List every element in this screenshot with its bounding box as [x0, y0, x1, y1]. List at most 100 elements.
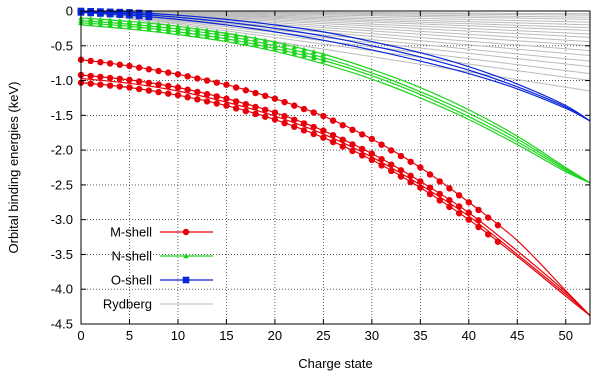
n-shell-line: [80, 17, 591, 184]
y-tick-label: -1.5: [51, 108, 73, 123]
m-shell-point: [232, 98, 240, 105]
m-shell-point: [358, 145, 366, 153]
n-shell-point: [310, 55, 317, 61]
y-axis-title: Orbital binding energies (keV): [6, 82, 21, 254]
m-shell-point: [116, 61, 123, 68]
n-shell-point: [155, 26, 162, 32]
n-shell-point: [262, 37, 269, 43]
m-shell-point: [213, 100, 220, 107]
m-shell-point: [417, 164, 424, 171]
x-tick-label: 10: [171, 328, 185, 343]
x-tick-label: 25: [316, 328, 330, 343]
y-tick-label: -4.0: [51, 282, 73, 297]
m-shell-point: [271, 95, 279, 102]
legend-label-m-shell: M-shell: [110, 225, 152, 240]
m-shell-point: [106, 60, 114, 67]
n-shell-point: [116, 22, 123, 28]
n-shell-point: [165, 25, 172, 31]
y-tick-label: -1.0: [51, 73, 73, 88]
n-shell-line: [80, 22, 591, 184]
n-shell-point: [126, 18, 133, 24]
n-shell-point: [291, 47, 298, 53]
m-shell-point: [339, 136, 346, 144]
m-shell-point: [155, 67, 162, 75]
n-shell-point: [233, 37, 239, 44]
m-shell-point: [320, 134, 327, 141]
m-shell-point: [106, 74, 114, 82]
m-shell-point: [494, 238, 502, 245]
m-shell-point: [349, 147, 356, 155]
m-shell-point: [446, 203, 453, 211]
m-shell-point: [426, 190, 434, 198]
m-shell-point: [310, 123, 317, 131]
rydberg-lines: [80, 10, 591, 92]
m-shell-point: [378, 155, 385, 163]
x-tick-label: 30: [365, 328, 379, 343]
m-shell-point: [320, 112, 327, 120]
m-shell-point: [378, 162, 385, 169]
y-tick-label: 0: [66, 4, 73, 19]
m-shell-point: [223, 102, 230, 109]
m-shell-point: [349, 126, 356, 134]
m-shell-point: [184, 73, 191, 80]
m-shell-point: [475, 206, 482, 214]
m-shell-point: [116, 75, 123, 83]
m-shell-point: [339, 122, 346, 129]
m-shell-point: [213, 93, 220, 100]
m-shell-point: [116, 83, 123, 90]
m-shell-point: [329, 117, 337, 124]
n-shell-point: [301, 50, 307, 56]
m-shell-point: [145, 66, 153, 73]
o-shell-point: [97, 10, 104, 17]
m-shell-point: [252, 110, 259, 118]
y-tick-label: -0.5: [51, 38, 73, 53]
n-shell-point: [204, 33, 210, 39]
m-shell-point: [203, 90, 211, 98]
m-shell-point: [135, 64, 143, 71]
n-shell-point: [301, 46, 307, 52]
m-shell-point: [262, 113, 269, 120]
m-shell-point: [97, 81, 104, 88]
n-shell-point: [281, 45, 288, 51]
tick-marks: [80, 10, 590, 325]
m-shell-point: [242, 101, 250, 108]
m-shell-point: [465, 216, 473, 223]
m-shell-point: [368, 156, 376, 164]
n-shell-line: [80, 24, 591, 184]
m-shell-point: [184, 86, 191, 93]
m-shell-point: [271, 109, 279, 116]
m-shell-point: [262, 92, 269, 100]
m-shell-point: [97, 58, 104, 66]
y-tick-label: -2.0: [51, 143, 73, 158]
n-shell-point: [223, 33, 230, 39]
m-shell-point: [358, 131, 366, 138]
m-shell-point: [310, 109, 317, 116]
m-shell-point: [223, 81, 230, 88]
m-shell-point: [397, 167, 405, 174]
o-shell-point: [87, 9, 94, 17]
o-shell-point: [145, 13, 153, 21]
m-shell-point: [397, 152, 405, 160]
m-shell-point: [155, 81, 162, 88]
m-shell-point: [106, 82, 114, 89]
n-shell-point: [223, 30, 230, 36]
m-shell-point: [203, 77, 211, 84]
n-shell-point: [301, 52, 307, 58]
n-shell-point: [97, 21, 104, 27]
n-shell-point: [194, 26, 201, 32]
m-shell-line: [80, 77, 591, 317]
n-shell-point: [87, 20, 94, 26]
m-shell-point: [126, 76, 133, 84]
n-shell-point: [194, 29, 201, 35]
m-shell-point: [232, 105, 240, 112]
series-markers: [77, 7, 502, 245]
m-shell-point: [310, 130, 317, 138]
n-shell-point: [97, 16, 104, 22]
y-tick-label: -4.5: [51, 317, 73, 332]
m-shell-point: [455, 210, 463, 217]
series-lines: [80, 10, 591, 317]
n-shell-point: [146, 20, 152, 26]
m-shell-point: [378, 141, 385, 148]
n-shell-point: [243, 34, 249, 40]
o-shell-point: [106, 10, 114, 18]
